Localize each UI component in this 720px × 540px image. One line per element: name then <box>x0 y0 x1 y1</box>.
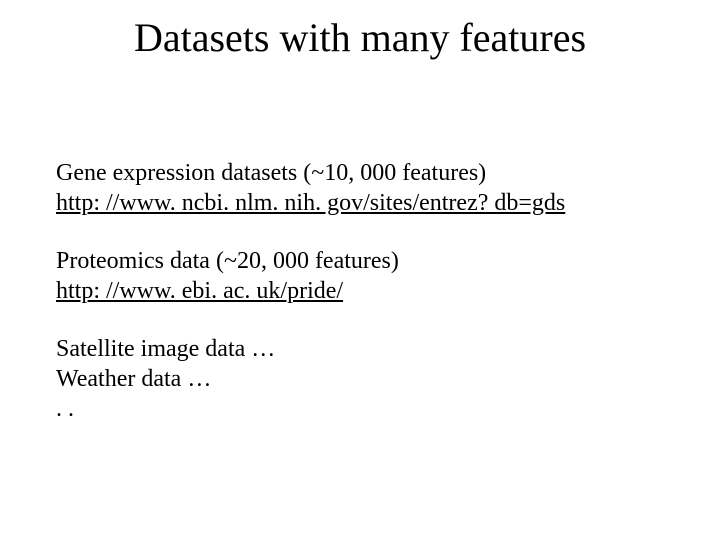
section-heading: Proteomics data (~20, 000 features) <box>56 246 680 276</box>
section-proteomics: Proteomics data (~20, 000 features) http… <box>56 246 680 306</box>
text-line: . . <box>56 394 680 424</box>
slide: Datasets with many features Gene express… <box>0 0 720 540</box>
section-heading: Gene expression datasets (~10, 000 featu… <box>56 158 680 188</box>
section-other: Satellite image data … Weather data … . … <box>56 334 680 424</box>
text-line: Weather data … <box>56 364 680 394</box>
slide-body: Gene expression datasets (~10, 000 featu… <box>56 158 680 452</box>
section-gene-expression: Gene expression datasets (~10, 000 featu… <box>56 158 680 218</box>
gene-datasets-link[interactable]: http: //www. ncbi. nlm. nih. gov/sites/e… <box>56 190 565 216</box>
slide-title: Datasets with many features <box>0 14 720 61</box>
proteomics-link[interactable]: http: //www. ebi. ac. uk/pride/ <box>56 278 343 304</box>
text-line: Satellite image data … <box>56 334 680 364</box>
